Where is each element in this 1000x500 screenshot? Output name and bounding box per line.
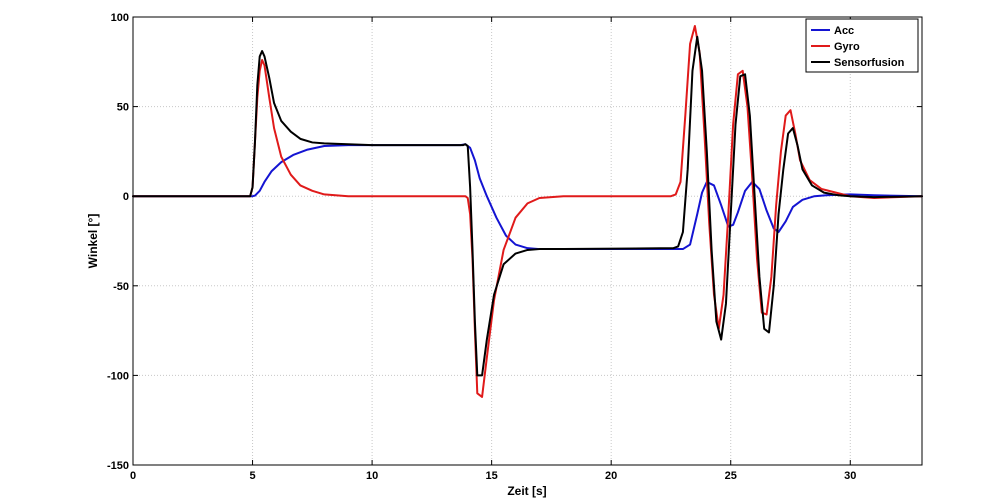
y-tick-label: -150: [107, 460, 129, 472]
x-tick-label: 15: [486, 470, 498, 482]
legend: Acc Gyro Sensorfusion: [805, 18, 919, 73]
plot-frame: [132, 16, 923, 466]
series-line-gyro: [132, 24, 923, 398]
legend-label-acc: Acc: [834, 25, 854, 37]
y-tick-label: -100: [107, 370, 129, 382]
x-tick-label: 10: [366, 470, 378, 482]
x-tick-label: 0: [130, 470, 136, 482]
legend-label-gyro: Gyro: [834, 41, 860, 53]
y-tick-label: 100: [111, 12, 129, 24]
x-axis-label: Zeit [s]: [507, 484, 546, 498]
y-axis-label: Winkel [°]: [86, 214, 100, 269]
series-layer: [132, 24, 923, 398]
grid-lines: [133, 17, 922, 465]
x-tick-label: 20: [605, 470, 617, 482]
x-tick-label: 30: [844, 470, 856, 482]
y-tick-label: 0: [123, 191, 129, 203]
x-tick-label: 25: [725, 470, 737, 482]
legend-label-sensorfusion: Sensorfusion: [834, 57, 905, 69]
x-tick-label: 5: [249, 470, 255, 482]
tick-labels: 0 5 10 15 20 25 30 100 50 0 -50 -100 -150: [107, 12, 922, 482]
plot-area: [133, 17, 922, 465]
series-line-sensorfusion: [132, 35, 923, 377]
y-tick-label: -50: [113, 281, 129, 293]
y-tick-label: 50: [117, 102, 129, 114]
